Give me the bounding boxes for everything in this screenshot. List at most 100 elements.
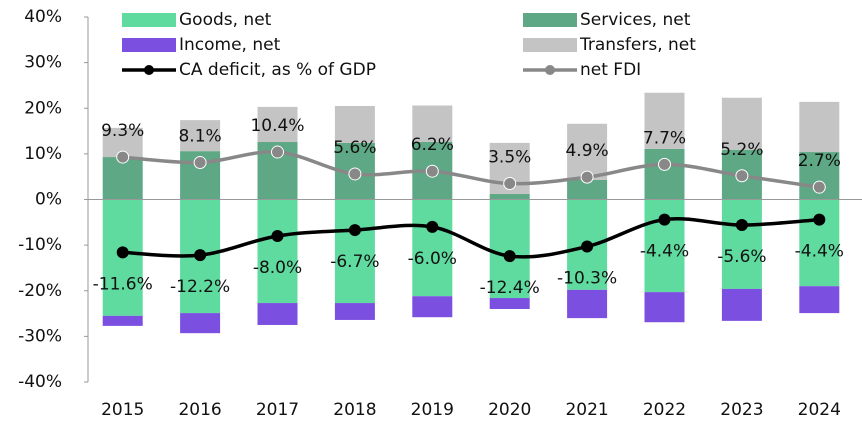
bar	[644, 92, 685, 149]
x-tick-label: 2021	[565, 400, 608, 420]
bar	[102, 157, 143, 200]
bar	[257, 106, 298, 143]
point	[116, 150, 130, 164]
bar	[257, 199, 298, 304]
bar	[567, 179, 608, 200]
y-tick-label: 10%	[24, 144, 62, 164]
point	[271, 230, 284, 242]
bar	[644, 292, 685, 323]
data-label: -4.4%	[640, 242, 689, 262]
legend-label: CA deficit, as % of GDP	[179, 60, 376, 80]
bar	[721, 288, 762, 321]
point	[813, 213, 826, 226]
bar	[102, 315, 143, 326]
data-label: -12.4%	[480, 278, 540, 298]
data-label: -6.7%	[330, 252, 379, 272]
legend-swatch	[523, 13, 577, 27]
point	[348, 224, 361, 237]
bar	[334, 105, 375, 143]
data-label: 2.7%	[798, 151, 841, 171]
y-tick-label: -40%	[18, 372, 62, 392]
point	[581, 240, 594, 253]
point	[426, 220, 439, 233]
bar	[180, 120, 221, 152]
point	[735, 169, 749, 183]
data-label: -11.6%	[93, 274, 153, 294]
legend-label: Goods, net	[179, 10, 272, 30]
data-label: 5.2%	[720, 140, 763, 160]
y-tick-label: 40%	[24, 7, 62, 27]
bar	[489, 199, 530, 299]
point	[658, 213, 671, 226]
data-label: -4.4%	[795, 242, 844, 262]
x-tick-label: 2020	[488, 400, 531, 420]
data-label: 8.1%	[178, 127, 221, 147]
x-tick-label: 2018	[333, 400, 376, 420]
bar	[412, 296, 453, 318]
point	[271, 145, 284, 159]
data-label: -10.3%	[557, 268, 617, 288]
data-label: -12.2%	[170, 277, 230, 297]
bar	[257, 303, 298, 325]
bar	[412, 105, 453, 143]
point	[194, 249, 207, 262]
x-tick-label: 2017	[256, 400, 299, 420]
legend-label: net FDI	[580, 60, 641, 80]
y-tick-label: 30%	[24, 53, 62, 73]
point	[425, 164, 439, 178]
bar	[567, 289, 608, 319]
data-label: 3.5%	[488, 148, 531, 168]
bar	[567, 123, 608, 180]
bar	[180, 313, 221, 334]
legend-swatch	[122, 13, 176, 27]
point	[812, 180, 826, 194]
bar	[799, 286, 840, 314]
bar	[721, 199, 762, 289]
legend-marker	[545, 65, 555, 75]
y-tick-label: 0%	[35, 190, 62, 210]
point	[580, 170, 594, 184]
x-tick-label: 2015	[101, 400, 144, 420]
y-tick-label: -30%	[18, 326, 62, 346]
data-label: 6.2%	[411, 135, 454, 155]
bar	[644, 148, 685, 200]
point	[735, 219, 748, 232]
x-tick-label: 2023	[720, 400, 763, 420]
data-label: -8.0%	[253, 258, 302, 278]
legend-label: Income, net	[179, 35, 281, 55]
data-label: 5.6%	[333, 138, 376, 158]
point	[658, 157, 671, 171]
x-tick-label: 2022	[643, 400, 686, 420]
bar	[799, 101, 840, 153]
data-label: 7.7%	[643, 128, 686, 148]
data-label: 10.4%	[250, 116, 304, 136]
legend-label: Transfers, net	[579, 35, 696, 55]
y-tick-label: -20%	[18, 281, 62, 301]
bar	[412, 199, 453, 297]
legend-marker	[144, 65, 154, 75]
point	[193, 156, 207, 170]
x-tick-label: 2016	[178, 400, 221, 420]
bar	[334, 199, 375, 304]
bar	[721, 97, 762, 150]
point	[503, 177, 517, 191]
line	[122, 150, 820, 189]
bar	[489, 298, 530, 309]
point	[503, 250, 516, 263]
point	[116, 246, 129, 259]
x-tick-label: 2024	[798, 400, 841, 420]
legend-swatch	[122, 38, 176, 52]
y-tick-label: -10%	[18, 235, 62, 255]
data-label: -5.6%	[717, 247, 766, 267]
line	[122, 217, 820, 259]
point	[348, 167, 362, 181]
x-tick-label: 2019	[411, 400, 454, 420]
bar	[334, 303, 375, 320]
data-label: -6.0%	[408, 249, 457, 269]
data-label: 4.9%	[565, 141, 608, 161]
y-tick-label: 20%	[24, 98, 62, 118]
bar	[489, 194, 530, 200]
data-label: 9.3%	[101, 121, 144, 141]
legend-label: Services, net	[580, 10, 691, 30]
